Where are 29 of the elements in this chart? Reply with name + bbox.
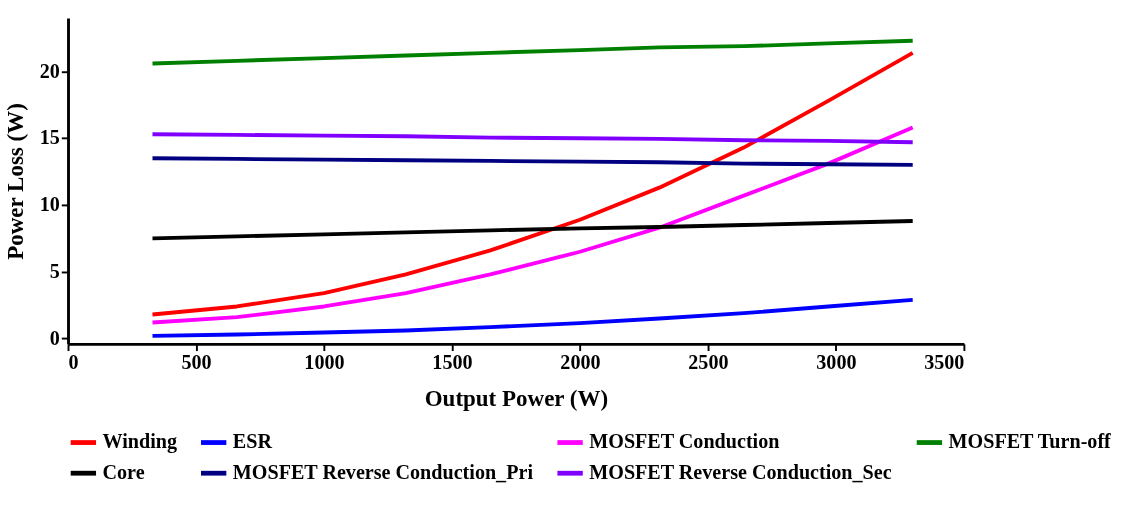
line-series xyxy=(150,219,915,241)
legend-label: MOSFET Reverse Conduction_Pri xyxy=(232,460,534,483)
legend-label: MOSFET Turn-off xyxy=(948,430,1112,453)
legend-label: MOSFET Reverse Conduction_Sec xyxy=(589,460,892,483)
x-tick-label: 500 xyxy=(181,351,212,374)
x-tick-label: 1500 xyxy=(432,351,473,374)
legend-label: Winding xyxy=(102,430,178,454)
line-series xyxy=(150,132,915,145)
legend-label: ESR xyxy=(232,430,273,453)
x-tick-label: 2500 xyxy=(688,351,729,374)
x-tick-label: 1000 xyxy=(304,351,345,374)
line-series xyxy=(150,38,915,66)
legend-label: Core xyxy=(102,460,145,483)
line-series xyxy=(150,125,915,325)
y-tick-label: 5 xyxy=(49,259,60,282)
y-axis-title: Power Loss (W) xyxy=(3,103,29,260)
x-tick-label: 3000 xyxy=(816,351,857,374)
x-axis-title: Output Power (W) xyxy=(424,385,609,411)
x-tick-label: 3500 xyxy=(924,351,965,374)
line-series xyxy=(150,297,915,338)
x-tick-label: 0 xyxy=(68,351,79,374)
legend-label: MOSFET Conduction xyxy=(589,430,780,453)
x-tick-label: 2000 xyxy=(560,351,601,374)
y-tick-label: 10 xyxy=(39,193,60,216)
y-tick-label: 15 xyxy=(39,126,60,149)
y-tick-label: 20 xyxy=(39,59,60,82)
line-series xyxy=(150,156,915,167)
y-tick-label: 0 xyxy=(49,326,60,349)
line-series xyxy=(150,50,915,317)
